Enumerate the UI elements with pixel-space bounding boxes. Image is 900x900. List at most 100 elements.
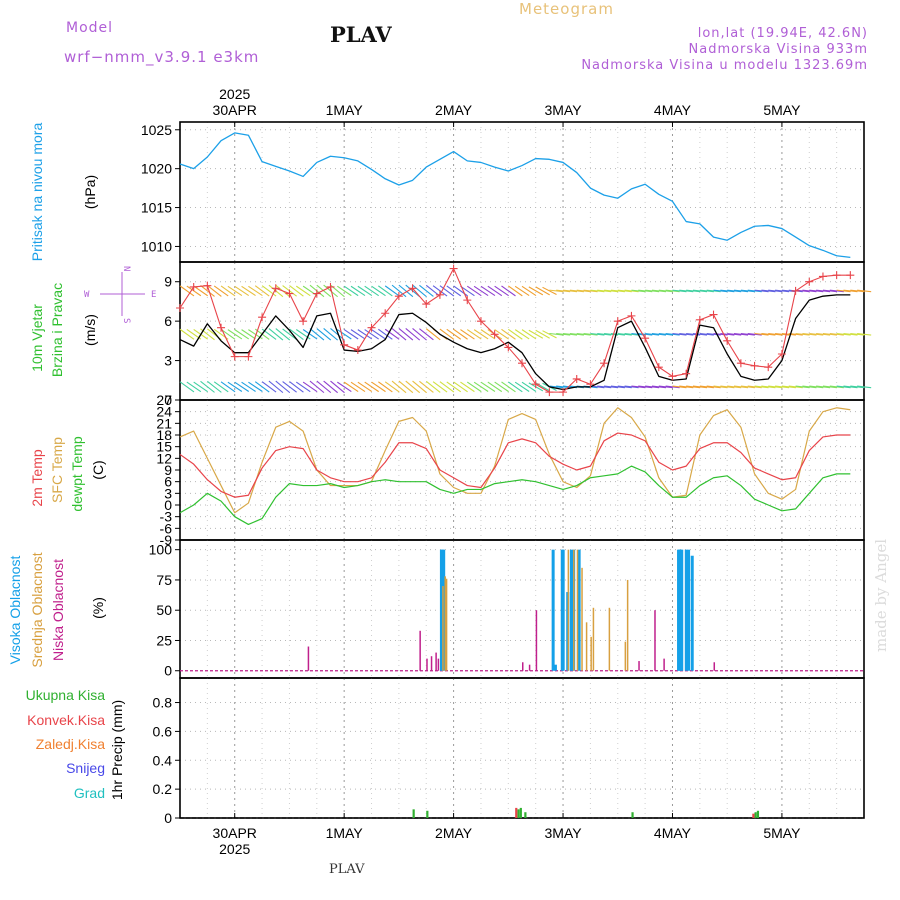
wind-arrow: [727, 289, 742, 293]
x-tick-label-bottom: 3MAY: [544, 825, 582, 841]
total-rain-bar: [412, 809, 415, 818]
wind-arrow: [371, 285, 386, 297]
wind-arrow: [494, 285, 509, 297]
wind-arrow: [514, 329, 530, 340]
y-tick-label: 75: [156, 572, 172, 588]
wind-gust-marker: [791, 286, 800, 295]
wind-arrow: [200, 284, 215, 297]
wind-arrow: [822, 332, 838, 336]
wind-arrow: [207, 380, 222, 393]
wind-arrow: [316, 328, 332, 341]
wind-arrow: [624, 289, 639, 293]
wind-arrow-row: [179, 380, 872, 394]
wind-arrow: [528, 329, 544, 339]
x-tick-label-top: 5MAY: [763, 102, 801, 118]
wind-compass-icon: W E N S: [84, 266, 156, 323]
wind-arrow: [309, 380, 325, 394]
wind-arrow: [843, 289, 858, 293]
wind-arrow: [220, 328, 236, 340]
total-rain-bar: [519, 807, 522, 818]
wind-gust-marker: [435, 290, 444, 299]
wind-unit: (m/s): [82, 314, 98, 346]
total-rain-bar: [524, 812, 527, 818]
wind-arrow: [364, 381, 379, 393]
wind-arrow: [508, 381, 523, 393]
wind-arrow: [378, 285, 393, 297]
wind-arrow: [857, 332, 872, 336]
wind-arrow: [460, 329, 475, 340]
wind-arrow: [227, 285, 243, 297]
wind-gust-marker: [518, 359, 526, 368]
wind-arrow: [822, 385, 838, 389]
x-tick-label-bottom: 2MAY: [435, 825, 473, 841]
wind-arrow: [617, 289, 632, 293]
wind-arrow: [583, 332, 598, 336]
wind-arrow: [453, 381, 468, 393]
y-tick-label: 15: [156, 439, 172, 455]
wind-arrow: [234, 285, 250, 297]
wind-arrow: [651, 289, 667, 293]
wind-arrow: [795, 332, 810, 336]
sfc-temp-line: [179, 407, 851, 514]
y-tick-label: 0: [164, 810, 172, 826]
wind-arrow: [658, 385, 673, 389]
high-cloud-bar: [577, 549, 581, 671]
wind-arrow: [802, 385, 817, 389]
wind-arrow: [747, 332, 762, 336]
wind-arrow: [179, 328, 195, 340]
y-tick-label: 25: [156, 632, 172, 648]
low-cloud-bar: [435, 652, 437, 671]
wind-arrow: [446, 285, 462, 297]
x-tick-label-bottom: 5MAY: [763, 825, 801, 841]
wind-arrow: [446, 328, 462, 340]
wind-arrow: [816, 385, 831, 389]
wind-arrow: [528, 286, 544, 296]
wind-arrow: [569, 289, 584, 293]
wind-arrow: [624, 385, 639, 389]
svg-text:N: N: [121, 266, 131, 271]
wind-arrow: [179, 381, 195, 393]
wind-arrow: [645, 289, 660, 293]
wind-gust-marker: [312, 289, 321, 298]
wind-ylabel-2: Brzina i Pravac: [49, 283, 65, 377]
wind-arrow: [857, 289, 872, 293]
watermark: made by Angel: [872, 539, 890, 652]
wind-gust-marker: [230, 352, 239, 361]
wind-arrow: [768, 289, 783, 293]
wind-gust-marker: [476, 317, 485, 326]
panel-pressure: 1010 1015 1020 1025: [141, 121, 865, 263]
wind-arrow: [323, 328, 338, 341]
wind-arrow: [631, 289, 646, 293]
wind-arrow: [549, 289, 564, 293]
wind-arrow: [795, 385, 810, 389]
low-cloud-bar: [437, 658, 440, 671]
wind-arrow: [850, 289, 865, 293]
footer-station: PLAV: [329, 862, 365, 877]
wind-gust-marker: [244, 352, 253, 361]
svg-text:W: W: [84, 290, 90, 300]
wind-arrow: [788, 385, 803, 389]
wind-arrow: [781, 385, 796, 389]
y-tick-label: 0.8: [153, 695, 173, 711]
t2m-ylabel: 2m Temp: [29, 449, 45, 507]
wind-arrow: [781, 332, 796, 336]
svg-text:S: S: [121, 318, 131, 323]
wind-arrow: [343, 381, 359, 393]
wind-arrow: [733, 332, 749, 336]
wind-arrow: [453, 285, 468, 297]
y-tick-label: 3: [164, 353, 172, 369]
wind-arrow: [843, 385, 858, 389]
wind-arrow: [802, 332, 817, 336]
mid-cloud-bar: [624, 641, 627, 671]
wind-arrow: [713, 289, 728, 293]
y-tick-label: 12: [156, 450, 172, 466]
wind-gust-marker: [531, 380, 540, 389]
mid-cloud-bar: [445, 578, 448, 671]
wind-arrow: [562, 332, 578, 336]
wind-gust-marker: [586, 380, 595, 389]
wind-arrow: [337, 329, 352, 340]
dewpt-temp-line: [179, 465, 851, 526]
wind-gust-marker: [764, 363, 773, 372]
wind-arrow: [384, 328, 400, 340]
wind-arrow: [706, 289, 721, 293]
